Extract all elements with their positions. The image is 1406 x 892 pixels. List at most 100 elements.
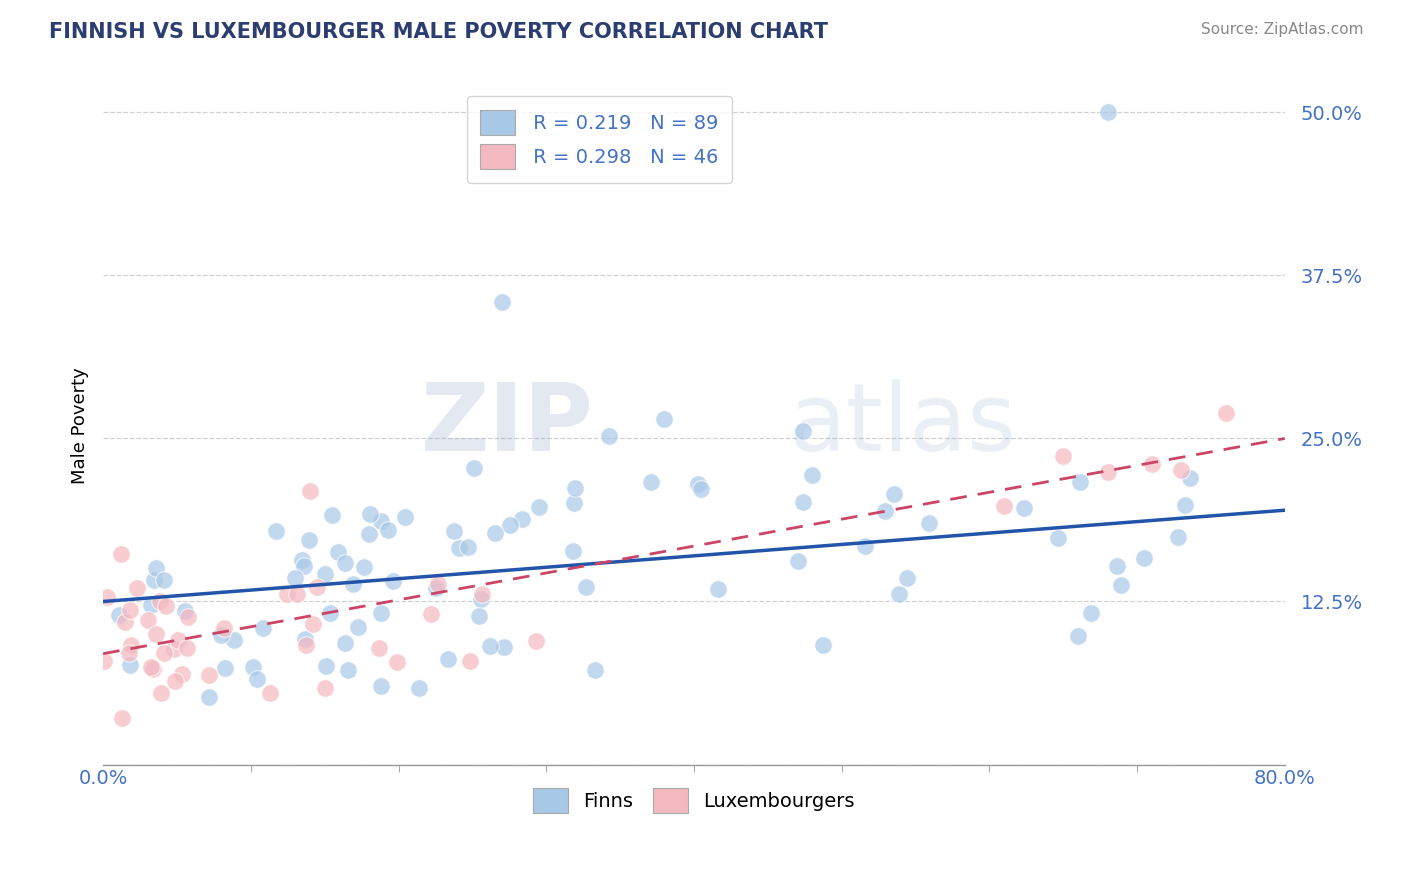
Point (370, 679, 392, 693)
Point (314, 681, 336, 696)
Point (149, 686, 172, 700)
Point (242, 659, 264, 673)
Point (292, 559, 315, 574)
Point (993, 499, 1015, 513)
Point (1069, 475, 1091, 490)
Point (145, 627, 167, 641)
Point (153, 573, 176, 587)
Point (654, 412, 676, 426)
Point (470, 591, 492, 606)
Point (307, 580, 329, 594)
Point (173, 604, 195, 618)
Point (1174, 498, 1197, 512)
Point (214, 661, 236, 675)
Text: Source: ZipAtlas.com: Source: ZipAtlas.com (1201, 22, 1364, 37)
Point (800, 467, 823, 482)
Point (107, 608, 129, 623)
Point (335, 636, 357, 650)
Point (792, 495, 814, 509)
Point (163, 642, 186, 657)
Point (1215, 406, 1237, 420)
Point (298, 533, 321, 548)
Point (583, 663, 606, 677)
Point (686, 476, 709, 491)
Point (333, 556, 356, 570)
Point (458, 654, 481, 668)
Point (1012, 500, 1035, 515)
Point (114, 615, 136, 629)
Point (574, 580, 596, 594)
Point (301, 617, 323, 632)
Point (471, 586, 494, 600)
Point (197, 690, 219, 705)
Point (1140, 458, 1163, 472)
Point (707, 582, 730, 596)
Point (394, 510, 416, 524)
Point (120, 657, 142, 672)
Point (209, 628, 232, 642)
Point (873, 504, 896, 518)
Point (315, 659, 337, 673)
Point (426, 577, 449, 591)
Point (118, 646, 141, 660)
Point (1133, 550, 1156, 565)
Point (918, 516, 941, 531)
Point (510, 512, 533, 526)
Point (212, 621, 235, 635)
Point (176, 641, 198, 656)
Point (492, 640, 515, 654)
Point (357, 526, 380, 541)
Text: atlas: atlas (789, 379, 1017, 472)
Text: FINNISH VS LUXEMBOURGER MALE POVERTY CORRELATION CHART: FINNISH VS LUXEMBOURGER MALE POVERTY COR… (49, 22, 828, 42)
Point (564, 481, 586, 495)
Point (143, 574, 166, 588)
Point (786, 554, 808, 568)
Point (314, 567, 336, 582)
Point (259, 686, 281, 700)
Point (264, 524, 287, 538)
Point (298, 483, 321, 498)
Point (139, 659, 162, 673)
Point (110, 547, 132, 561)
Point (437, 652, 460, 666)
Point (1111, 577, 1133, 591)
Point (295, 639, 318, 653)
Text: ZIP: ZIP (420, 379, 593, 472)
Point (527, 500, 550, 514)
Point (337, 663, 360, 677)
Point (1067, 629, 1090, 643)
Point (1107, 559, 1129, 574)
Point (491, 294, 513, 309)
Point (562, 544, 585, 558)
Point (125, 581, 148, 595)
Point (285, 587, 308, 601)
Point (294, 632, 316, 646)
Point (385, 655, 408, 669)
Point (1097, 465, 1119, 479)
Point (167, 632, 190, 647)
Point (479, 639, 502, 653)
Point (291, 553, 314, 567)
Point (1170, 463, 1192, 477)
Point (198, 668, 221, 682)
Point (111, 711, 134, 725)
Point (326, 545, 349, 559)
Point (1052, 449, 1074, 463)
Point (359, 508, 381, 522)
Point (96, 590, 118, 604)
Point (640, 475, 662, 490)
Point (370, 606, 392, 620)
Point (139, 598, 162, 612)
Point (118, 603, 141, 617)
Point (252, 621, 274, 635)
Point (463, 461, 485, 475)
Point (136, 613, 159, 627)
Point (896, 571, 918, 585)
Point (526, 633, 548, 648)
Point (889, 587, 911, 601)
Point (145, 560, 167, 574)
Point (1080, 606, 1102, 620)
Point (93, 654, 115, 668)
Point (177, 610, 200, 624)
Point (155, 599, 177, 614)
